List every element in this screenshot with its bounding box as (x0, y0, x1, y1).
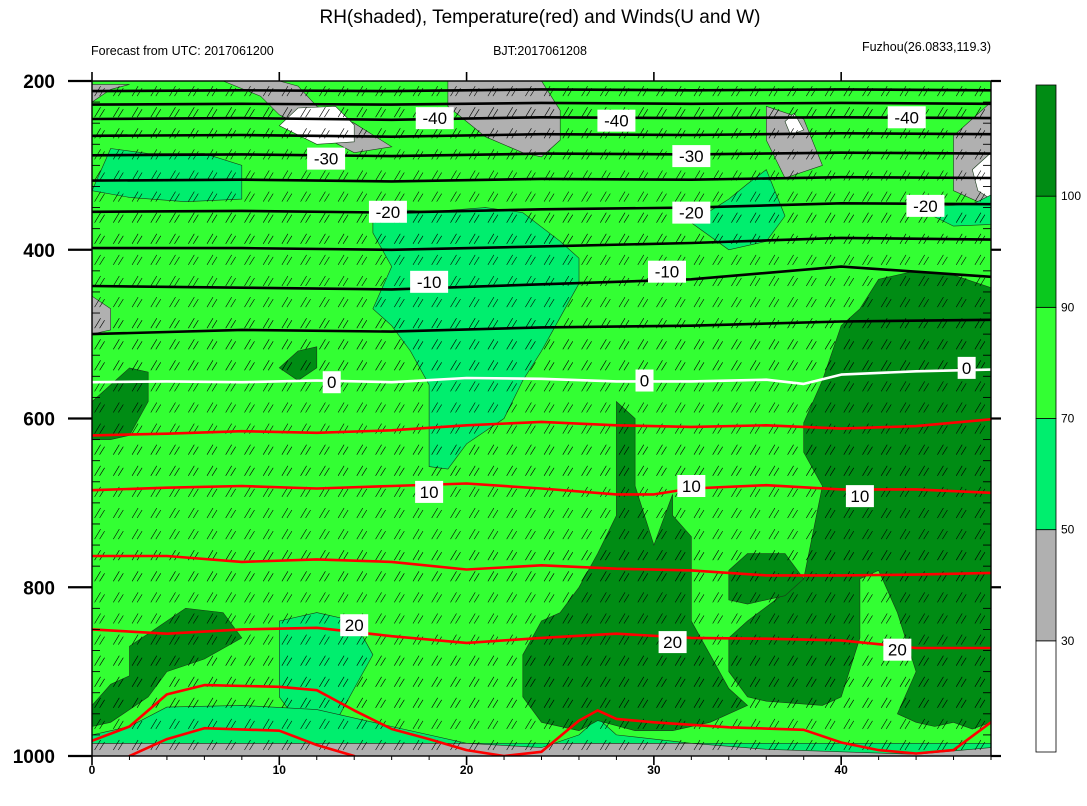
contour-label: 10 (850, 487, 869, 506)
contour-label: 20 (888, 641, 907, 660)
y-tick-label: 600 (23, 410, 55, 431)
contour-label: 20 (663, 633, 682, 652)
contour-label: -10 (655, 263, 680, 282)
station-label: Fuzhou(26.0833,119.3) (862, 40, 991, 54)
contour-label: 0 (962, 359, 971, 378)
colorbar-tick-label: 50 (1061, 523, 1075, 537)
colorbar-tick-label: 70 (1061, 412, 1075, 426)
colorbar-bin (1036, 419, 1056, 530)
contour-label: -20 (913, 197, 938, 216)
colorbar-bin (1036, 307, 1056, 418)
colorbar-tick-label: 100 (1061, 189, 1081, 203)
y-tick-label: 1000 (13, 747, 55, 768)
plot-area: -40 -40 -40 -30 -30 -20 -20 -20 -10 -10 0 0 0 10 10 10 2… (92, 81, 991, 756)
rh-shading (92, 81, 991, 756)
y-tick-label: 400 (23, 241, 55, 262)
x-tick-label: 30 (647, 763, 661, 777)
contour-label: 20 (345, 616, 364, 635)
colorbar-bin (1036, 641, 1056, 752)
colorbar: 30 50 70 90 100 (1036, 85, 1081, 752)
y-tick-label: 800 (23, 578, 55, 599)
colorbar-tick-label: 90 (1061, 300, 1075, 314)
colorbar-tick-label: 30 (1061, 634, 1075, 648)
contour-label: -30 (679, 147, 704, 166)
contour-label: -30 (314, 150, 339, 169)
colorbar-bin (1036, 196, 1056, 307)
contour-label: -40 (894, 108, 919, 127)
forecast-init-label: Forecast from UTC: 2017061200 (91, 44, 274, 58)
x-tick-label: 20 (460, 763, 474, 777)
colorbar-bin (1036, 85, 1056, 196)
contour-label: -20 (679, 204, 704, 223)
contour-label: 0 (327, 373, 336, 392)
contour-label: -40 (604, 112, 629, 131)
valid-time-label: BJT:2017061208 (493, 44, 587, 58)
contour-label: 0 (640, 372, 649, 391)
chart-title: RH(shaded), Temperature(red) and Winds(U… (319, 7, 760, 28)
contour-label: 10 (420, 483, 439, 502)
x-tick-label: 10 (273, 763, 287, 777)
x-tick-label: 0 (89, 763, 96, 777)
colorbar-bin (1036, 530, 1056, 641)
contour-label: 10 (682, 477, 701, 496)
y-tick-label: 200 (23, 72, 55, 93)
contour-label: -40 (422, 109, 447, 128)
contour-label: -20 (376, 203, 401, 222)
contour-label: -10 (417, 273, 442, 292)
x-tick-label: 40 (834, 763, 848, 777)
